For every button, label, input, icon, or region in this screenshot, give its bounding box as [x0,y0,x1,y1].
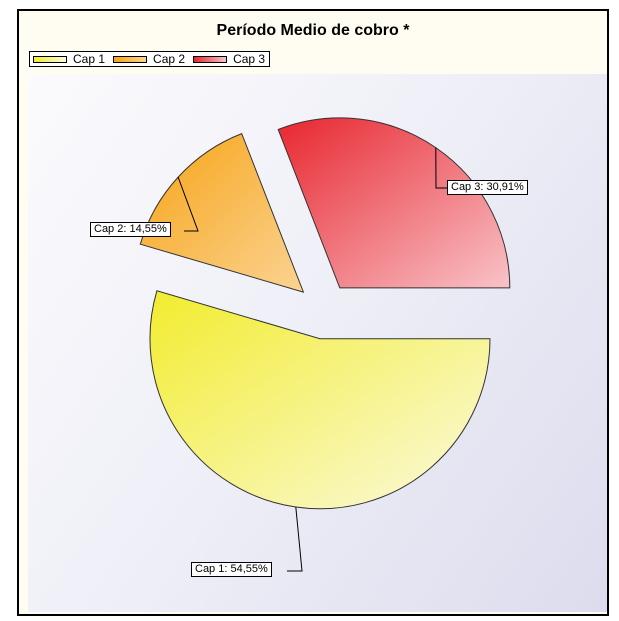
leader-line-cap3 [435,147,447,189]
legend-item-cap2: Cap 2 [113,52,185,66]
legend: Cap 1 Cap 2 Cap 3 [29,51,271,67]
slice-label-cap1: Cap 1: 54,55% [191,562,272,577]
legend-swatch-cap1 [33,55,67,63]
legend-item-cap1: Cap 1 [33,52,105,66]
chart-frame: Período Medio de cobro * Cap 1 Cap 2 Cap… [17,9,609,616]
plot-area: Cap 1: 54,55% Cap 2: 14,55% Cap 3: 30,91… [28,74,607,612]
leader-line-cap2 [177,176,199,232]
slice-label-cap3: Cap 3: 30,91% [447,180,528,195]
legend-swatch-cap3 [193,55,228,63]
pie-slice-cap2 [139,132,305,293]
legend-label-cap2: Cap 2 [153,52,186,66]
pie-chart [139,117,511,572]
legend-item-cap3: Cap 3 [193,52,265,66]
legend-swatch-cap2 [113,55,148,63]
legend-label-cap1: Cap 1 [73,52,106,66]
legend-label-cap3: Cap 3 [233,52,266,66]
slice-label-cap2: Cap 2: 14,55% [90,222,171,237]
leader-line-cap1 [287,506,303,572]
pie-slice-cap3 [277,117,511,289]
chart-title: Período Medio de cobro * [216,22,410,39]
pie-slice-cap1 [149,290,491,510]
